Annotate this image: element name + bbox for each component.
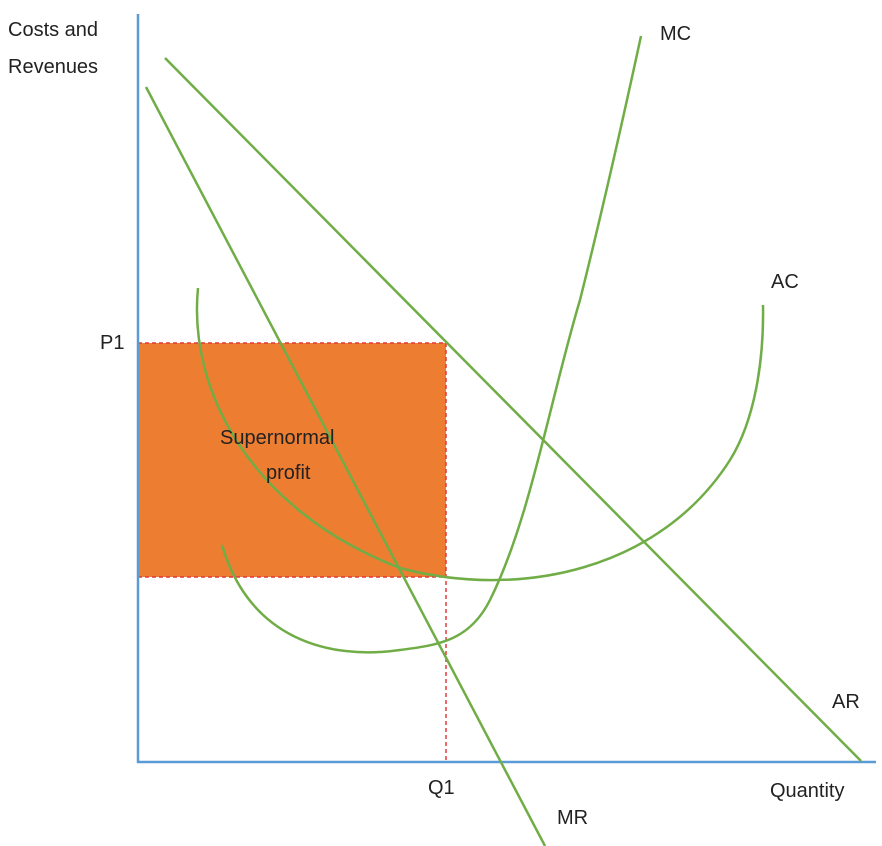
profit-label-line1: Supernormal xyxy=(220,427,335,449)
ac-curve-label: AC xyxy=(771,271,799,293)
mc-curve xyxy=(220,35,643,654)
ac-curve xyxy=(195,287,765,582)
p1-tick-label: P1 xyxy=(100,332,125,354)
mc-curve-label: MC xyxy=(660,23,692,45)
x-axis-label: Quantity xyxy=(770,780,845,802)
y-axis-label-line2: Revenues xyxy=(8,56,99,78)
q1-tick-label: Q1 xyxy=(428,777,455,799)
y-axis-label-line1: Costs and xyxy=(8,19,99,41)
ar-curve-label: AR xyxy=(832,691,860,713)
supernormal-profit-area xyxy=(138,343,446,577)
ar-curve xyxy=(164,57,862,762)
mr-curve xyxy=(144,86,547,846)
mr-curve-label: MR xyxy=(557,807,589,829)
profit-label-line2: profit xyxy=(266,462,311,484)
